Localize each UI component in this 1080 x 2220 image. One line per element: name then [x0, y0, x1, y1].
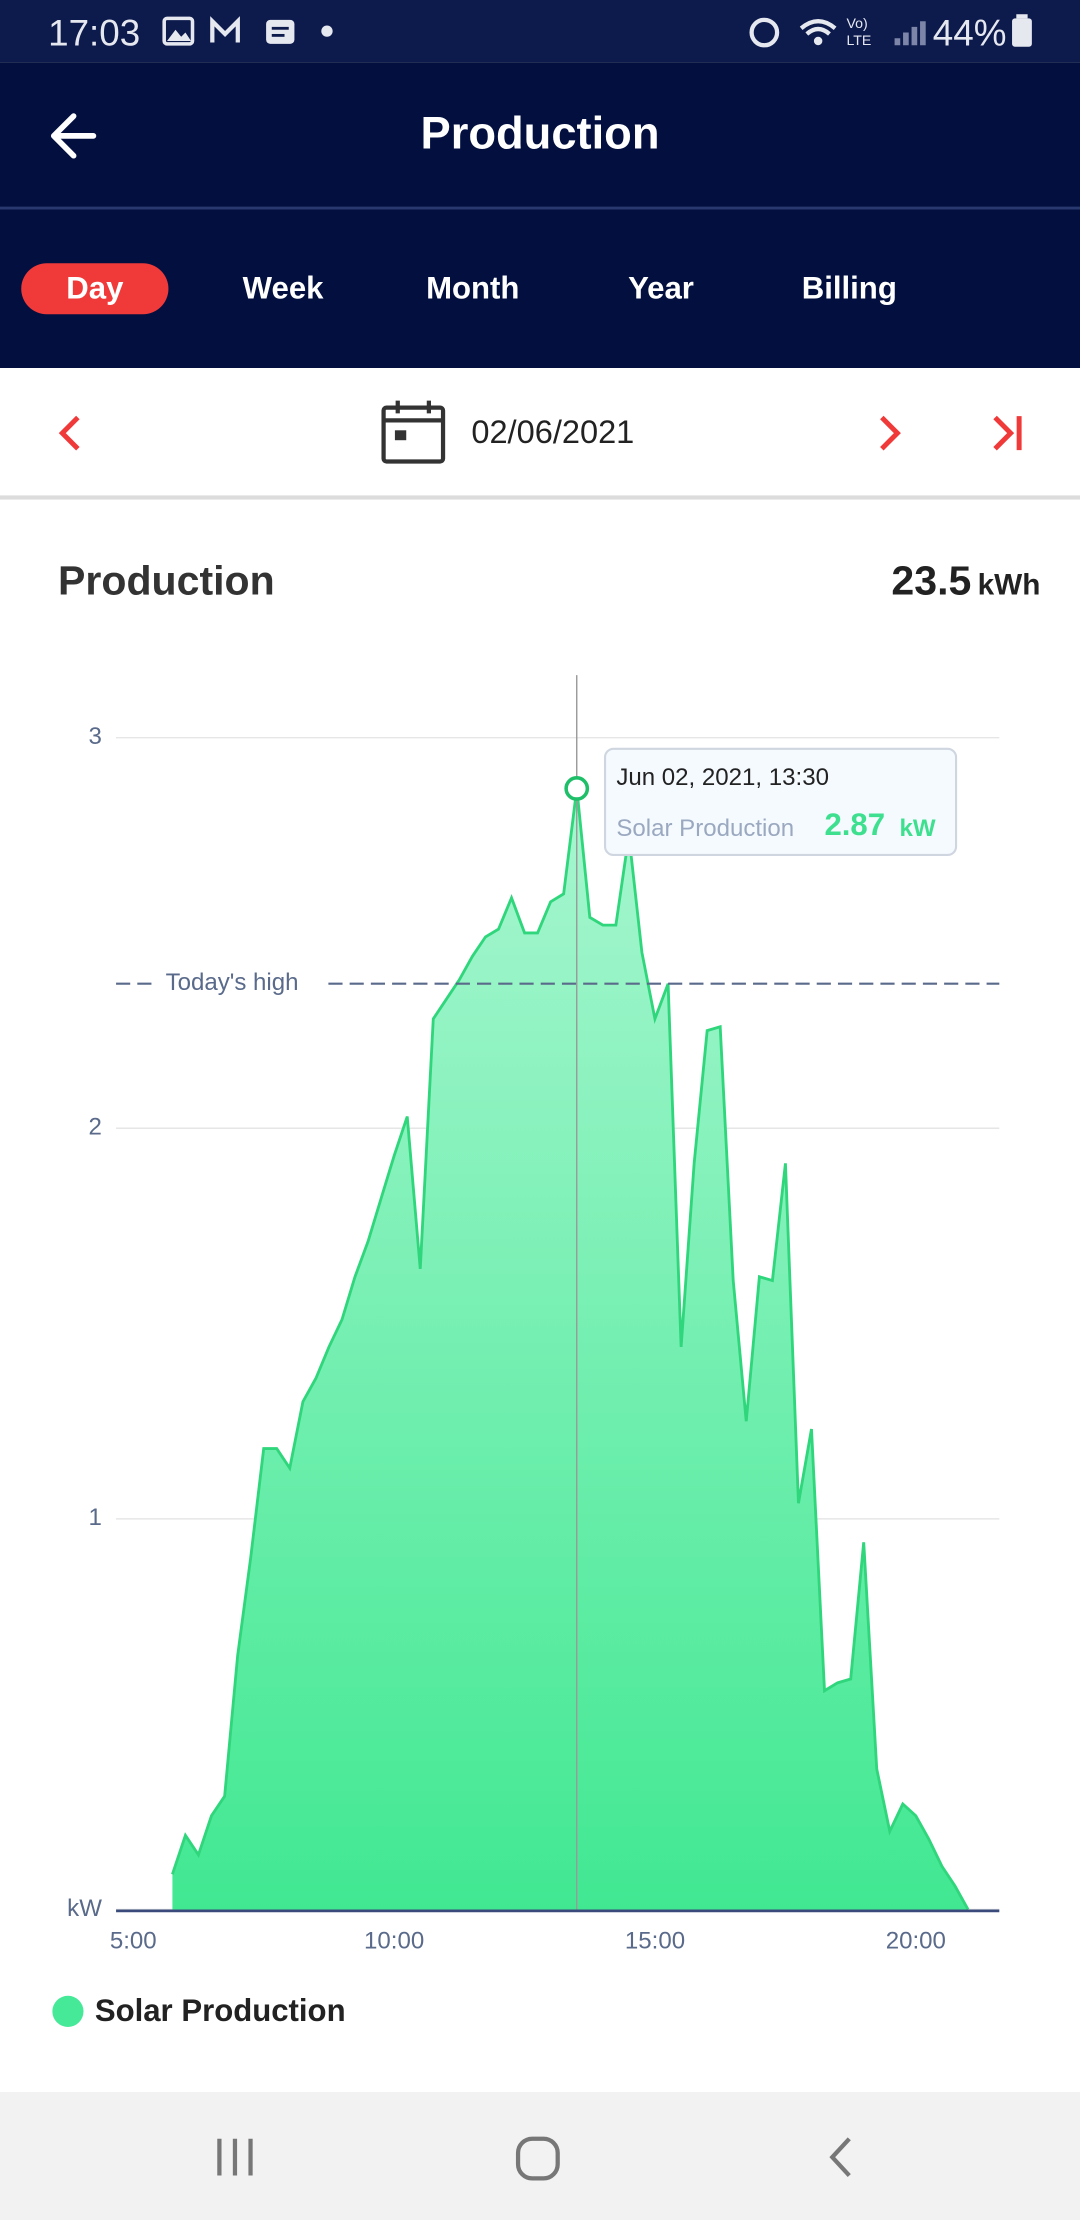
x-tick-label: 10:00: [364, 1927, 424, 1954]
header: Production: [0, 62, 1080, 369]
y-tick-label: 2: [89, 1114, 102, 1141]
tab[interactable]: Year: [628, 270, 694, 306]
tab[interactable]: Month: [426, 270, 520, 306]
system-icons: Vo)LTE: [749, 15, 926, 48]
total-unit: kWh: [977, 569, 1041, 602]
area-line: [171, 788, 970, 1911]
date-navigation: 02/06/2021: [0, 368, 1080, 500]
divider: [0, 206, 1080, 210]
back-nav-button[interactable]: [821, 2135, 863, 2180]
tab[interactable]: Week: [242, 270, 324, 306]
latest-day[interactable]: [988, 413, 1030, 453]
reference-label-bg: [155, 966, 323, 1001]
x-tick-label: 5:00: [110, 1927, 157, 1954]
tab[interactable]: Day: [21, 263, 169, 315]
y-tick-label: 1: [89, 1504, 102, 1531]
date-label[interactable]: 02/06/2021: [471, 413, 635, 451]
recent-apps-button[interactable]: [212, 2135, 269, 2180]
y-tick-label: 3: [89, 723, 102, 750]
back-button[interactable]: [48, 110, 105, 161]
reference-label: Today's high: [166, 969, 299, 996]
tooltip-value: 2.87: [824, 807, 885, 842]
hover-point: [564, 776, 590, 801]
card-total: 23.5 kWh: [891, 559, 1040, 606]
battery-icon: [1012, 14, 1032, 47]
next-day[interactable]: [872, 413, 906, 453]
tab[interactable]: Billing: [801, 270, 897, 306]
battery-level: 44%: [932, 11, 1007, 54]
tooltip-unit: kW: [899, 815, 935, 842]
tooltip-box: [603, 747, 958, 857]
card-title: Production: [58, 559, 275, 605]
status-bar: 17:03 Vo) LTE 44%: [0, 0, 1080, 63]
legend-label: Solar Production: [95, 1993, 346, 2028]
navigation-bar: [0, 2092, 1080, 2220]
tooltip-series: Solar Production: [616, 815, 794, 842]
y-tick-label: kW: [67, 1895, 102, 1922]
x-tick-label: 20:00: [886, 1927, 946, 1954]
svg-text:LTE: LTE: [846, 32, 871, 48]
x-tick-label: 15:00: [625, 1927, 685, 1954]
home-button[interactable]: [512, 2135, 563, 2183]
svg-text:Vo): Vo): [846, 15, 867, 31]
clock: 17:03: [48, 11, 141, 54]
notification-icons: [162, 16, 333, 46]
legend-swatch: [52, 1995, 84, 2027]
area-fill: [172, 788, 969, 1910]
calendar-icon[interactable]: [379, 399, 450, 467]
total-value: 23.5: [891, 559, 972, 605]
tooltip-title: Jun 02, 2021, 13:30: [616, 764, 829, 791]
previous-day[interactable]: [54, 413, 88, 453]
header-title: Production: [420, 107, 660, 159]
